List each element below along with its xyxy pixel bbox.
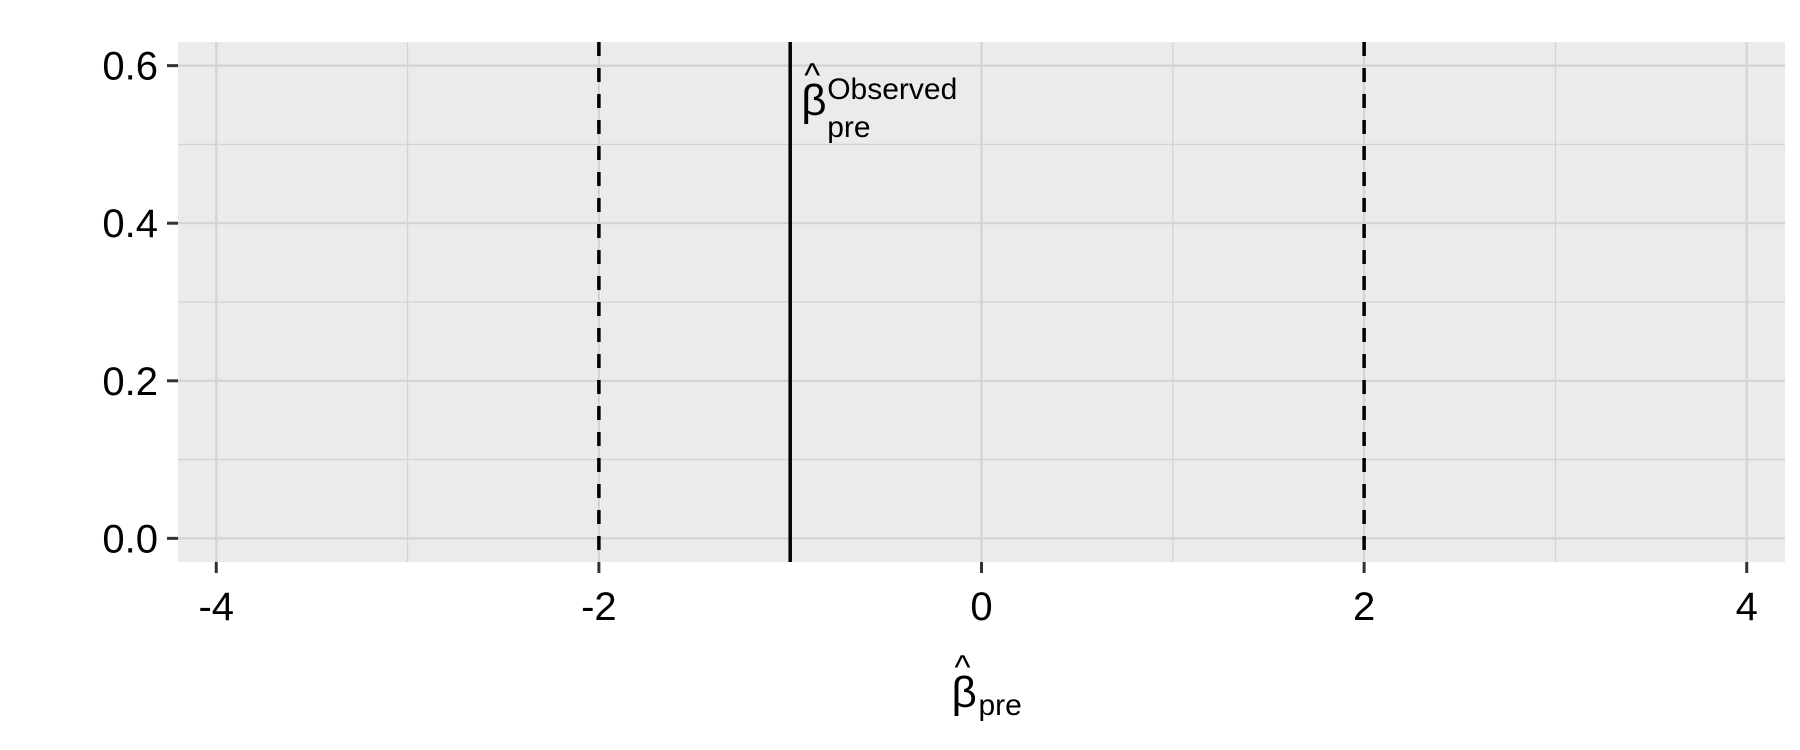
x-axis-title: β^pre xyxy=(952,649,1022,722)
annotations: β^ Observed pre xyxy=(801,57,957,144)
x-axis-title-subscript: pre xyxy=(979,689,1022,722)
x-tick-label: 0 xyxy=(970,585,992,629)
annotation-superscript: Observed xyxy=(827,73,957,106)
x-tick-label: -4 xyxy=(198,585,234,629)
x-axis: -4 -2 0 2 4 xyxy=(198,562,1758,629)
x-tick-label: -2 xyxy=(581,585,617,629)
x-axis-title-accent: ^ xyxy=(955,649,971,687)
y-tick-label: 0.6 xyxy=(102,45,158,89)
y-tick-label: 0.2 xyxy=(102,360,158,404)
reference-lines xyxy=(597,42,1366,562)
x-tick-label: 4 xyxy=(1736,585,1758,629)
y-tick-label: 0.0 xyxy=(102,517,158,561)
x-tick-label: 2 xyxy=(1353,585,1375,629)
annotation-subscript: pre xyxy=(827,111,870,144)
x-axis-title-symbol: β xyxy=(952,668,977,717)
y-axis: 0.0 0.2 0.4 0.6 xyxy=(102,45,178,561)
annotation-symbol: β xyxy=(801,76,826,125)
y-tick-label: 0.4 xyxy=(102,202,158,246)
annotation-accent: ^ xyxy=(804,57,820,95)
